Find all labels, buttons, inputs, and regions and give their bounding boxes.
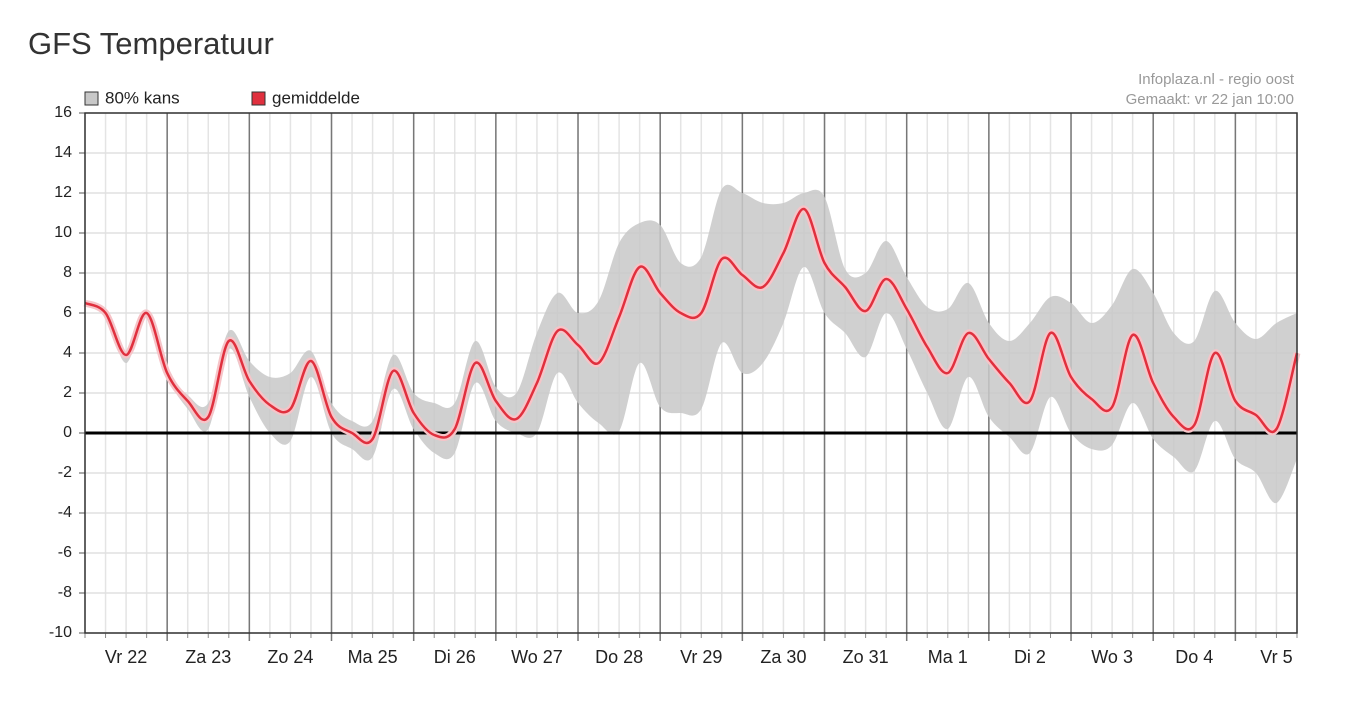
y-tick-label: 8	[63, 264, 72, 281]
made-note: Gemaakt: vr 22 jan 10:00	[1126, 91, 1294, 108]
y-tick-label: 10	[54, 224, 72, 241]
x-tick-label: Wo 27	[511, 647, 563, 667]
legend-label: 80% kans	[105, 88, 180, 107]
y-tick-label: -6	[58, 544, 72, 561]
chart-title: GFS Temperatuur	[28, 26, 274, 61]
y-tick-label: 16	[54, 104, 72, 121]
x-tick-label: Vr 29	[680, 647, 722, 667]
legend-swatch	[251, 91, 266, 106]
x-tick-label: Vr 5	[1260, 647, 1292, 667]
y-tick-label: -2	[58, 464, 72, 481]
x-tick-label: Wo 3	[1091, 647, 1133, 667]
y-tick-label: -8	[58, 584, 72, 601]
y-tick-label: 6	[63, 304, 72, 321]
x-tick-label: Vr 22	[105, 647, 147, 667]
x-tick-label: Za 23	[185, 647, 231, 667]
x-tick-label: Do 28	[595, 647, 643, 667]
source: Infoplaza.nl - regio oost	[1138, 71, 1295, 88]
x-tick-label: Zo 31	[843, 647, 889, 667]
y-tick-label: -4	[58, 504, 72, 521]
x-tick-label: Ma 1	[928, 647, 968, 667]
y-tick-label: 2	[63, 384, 72, 401]
y-tick-label: 12	[54, 184, 72, 201]
y-tick-label: -10	[49, 624, 72, 641]
band	[85, 184, 1297, 504]
x-tick-label: Di 2	[1014, 647, 1046, 667]
mean-line	[84, 207, 1299, 445]
x-tick-label: Di 26	[434, 647, 476, 667]
plot-frame	[84, 112, 1298, 634]
x-tick-label: Zo 24	[267, 647, 313, 667]
y-tick-label: 4	[63, 344, 72, 361]
x-tick-label: Ma 25	[348, 647, 398, 667]
legend-swatch	[84, 91, 99, 106]
y-tick-label: 0	[63, 424, 72, 441]
y-tick-label: 14	[54, 144, 72, 161]
legend-label: gemiddelde	[272, 88, 360, 107]
x-tick-label: Do 4	[1175, 647, 1213, 667]
x-tick-label: Za 30	[760, 647, 806, 667]
